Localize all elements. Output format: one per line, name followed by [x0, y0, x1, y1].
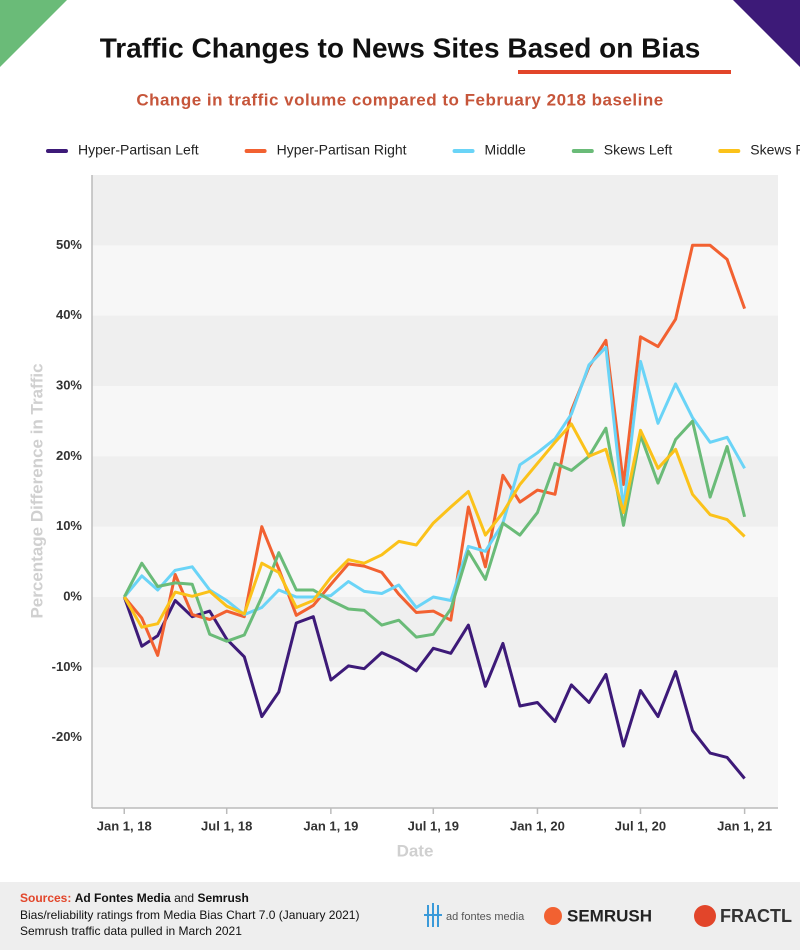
y-tick-label: 40%	[56, 307, 82, 322]
footer-note: Bias/reliability ratings from Media Bias…	[20, 908, 359, 922]
logo: FRACTL	[694, 905, 792, 927]
chart-subtitle: Change in traffic volume compared to Feb…	[136, 90, 663, 109]
logo-text: SEMRUSH	[567, 906, 652, 925]
y-tick-label: -10%	[52, 659, 83, 674]
legend-label: Hyper-Partisan Left	[78, 142, 199, 158]
corner-decoration	[733, 0, 800, 67]
y-tick-label: 50%	[56, 237, 82, 252]
x-tick-label: Jan 1, 18	[97, 818, 152, 833]
footer-note: Semrush traffic data pulled in March 202…	[20, 924, 242, 938]
footer-sources: Sources: Ad Fontes Media and Semrush	[20, 891, 249, 905]
series-line	[123, 345, 746, 617]
grid-band	[92, 175, 778, 246]
series-line	[122, 596, 746, 780]
chart-title: Traffic Changes to News Sites Based on B…	[100, 32, 701, 63]
x-tick-label: Jan 1, 20	[510, 818, 565, 833]
source: Ad Fontes Media	[75, 891, 171, 905]
y-tick-label: 30%	[56, 377, 82, 392]
logo: SEMRUSH	[544, 906, 652, 925]
sources-label: Sources:	[20, 891, 71, 905]
legend-label: Hyper-Partisan Right	[277, 142, 407, 158]
y-tick-label: 20%	[56, 448, 82, 463]
corner-decoration	[0, 0, 67, 67]
legend-label: Middle	[485, 142, 526, 158]
grid-band	[92, 315, 778, 386]
title-underline	[518, 70, 731, 74]
logo-icon	[694, 905, 716, 927]
source: Semrush	[197, 891, 248, 905]
logo-icon	[544, 907, 562, 925]
logo-icon	[424, 903, 442, 927]
y-axis-label: Percentage Difference in Traffic	[27, 363, 46, 618]
legend: Hyper-Partisan Left Hyper-Partisan Right M…	[46, 142, 800, 158]
x-tick-label: Jul 1, 19	[408, 818, 459, 833]
series-line	[123, 422, 746, 629]
logo: ad fontes media	[424, 903, 525, 927]
legend-label: Skews Left	[604, 142, 673, 158]
logo-text: ad fontes media	[446, 911, 525, 923]
x-axis-label: Date	[397, 841, 434, 860]
x-tick-label: Jul 1, 20	[615, 818, 666, 833]
lines	[122, 243, 747, 780]
y-tick-label: 10%	[56, 518, 82, 533]
y-tick-label: -20%	[52, 729, 83, 744]
footer-background	[0, 882, 800, 950]
axes: -20% -10% 0% 10% 20% 30% 40% 50% Jan 1, 18 Jul 1,…	[52, 175, 778, 833]
x-tick-label: Jan 1, 21	[717, 818, 772, 833]
x-tick-label: Jul 1, 18	[201, 818, 252, 833]
logo-text: FRACTL	[720, 906, 792, 926]
series-line	[123, 243, 747, 657]
y-tick-label: 0%	[63, 588, 82, 603]
source-joiner: and	[174, 891, 194, 905]
bands	[92, 175, 778, 668]
grid-band	[92, 456, 778, 527]
legend-label: Skews Right	[750, 142, 800, 158]
x-tick-label: Jan 1, 19	[303, 818, 358, 833]
